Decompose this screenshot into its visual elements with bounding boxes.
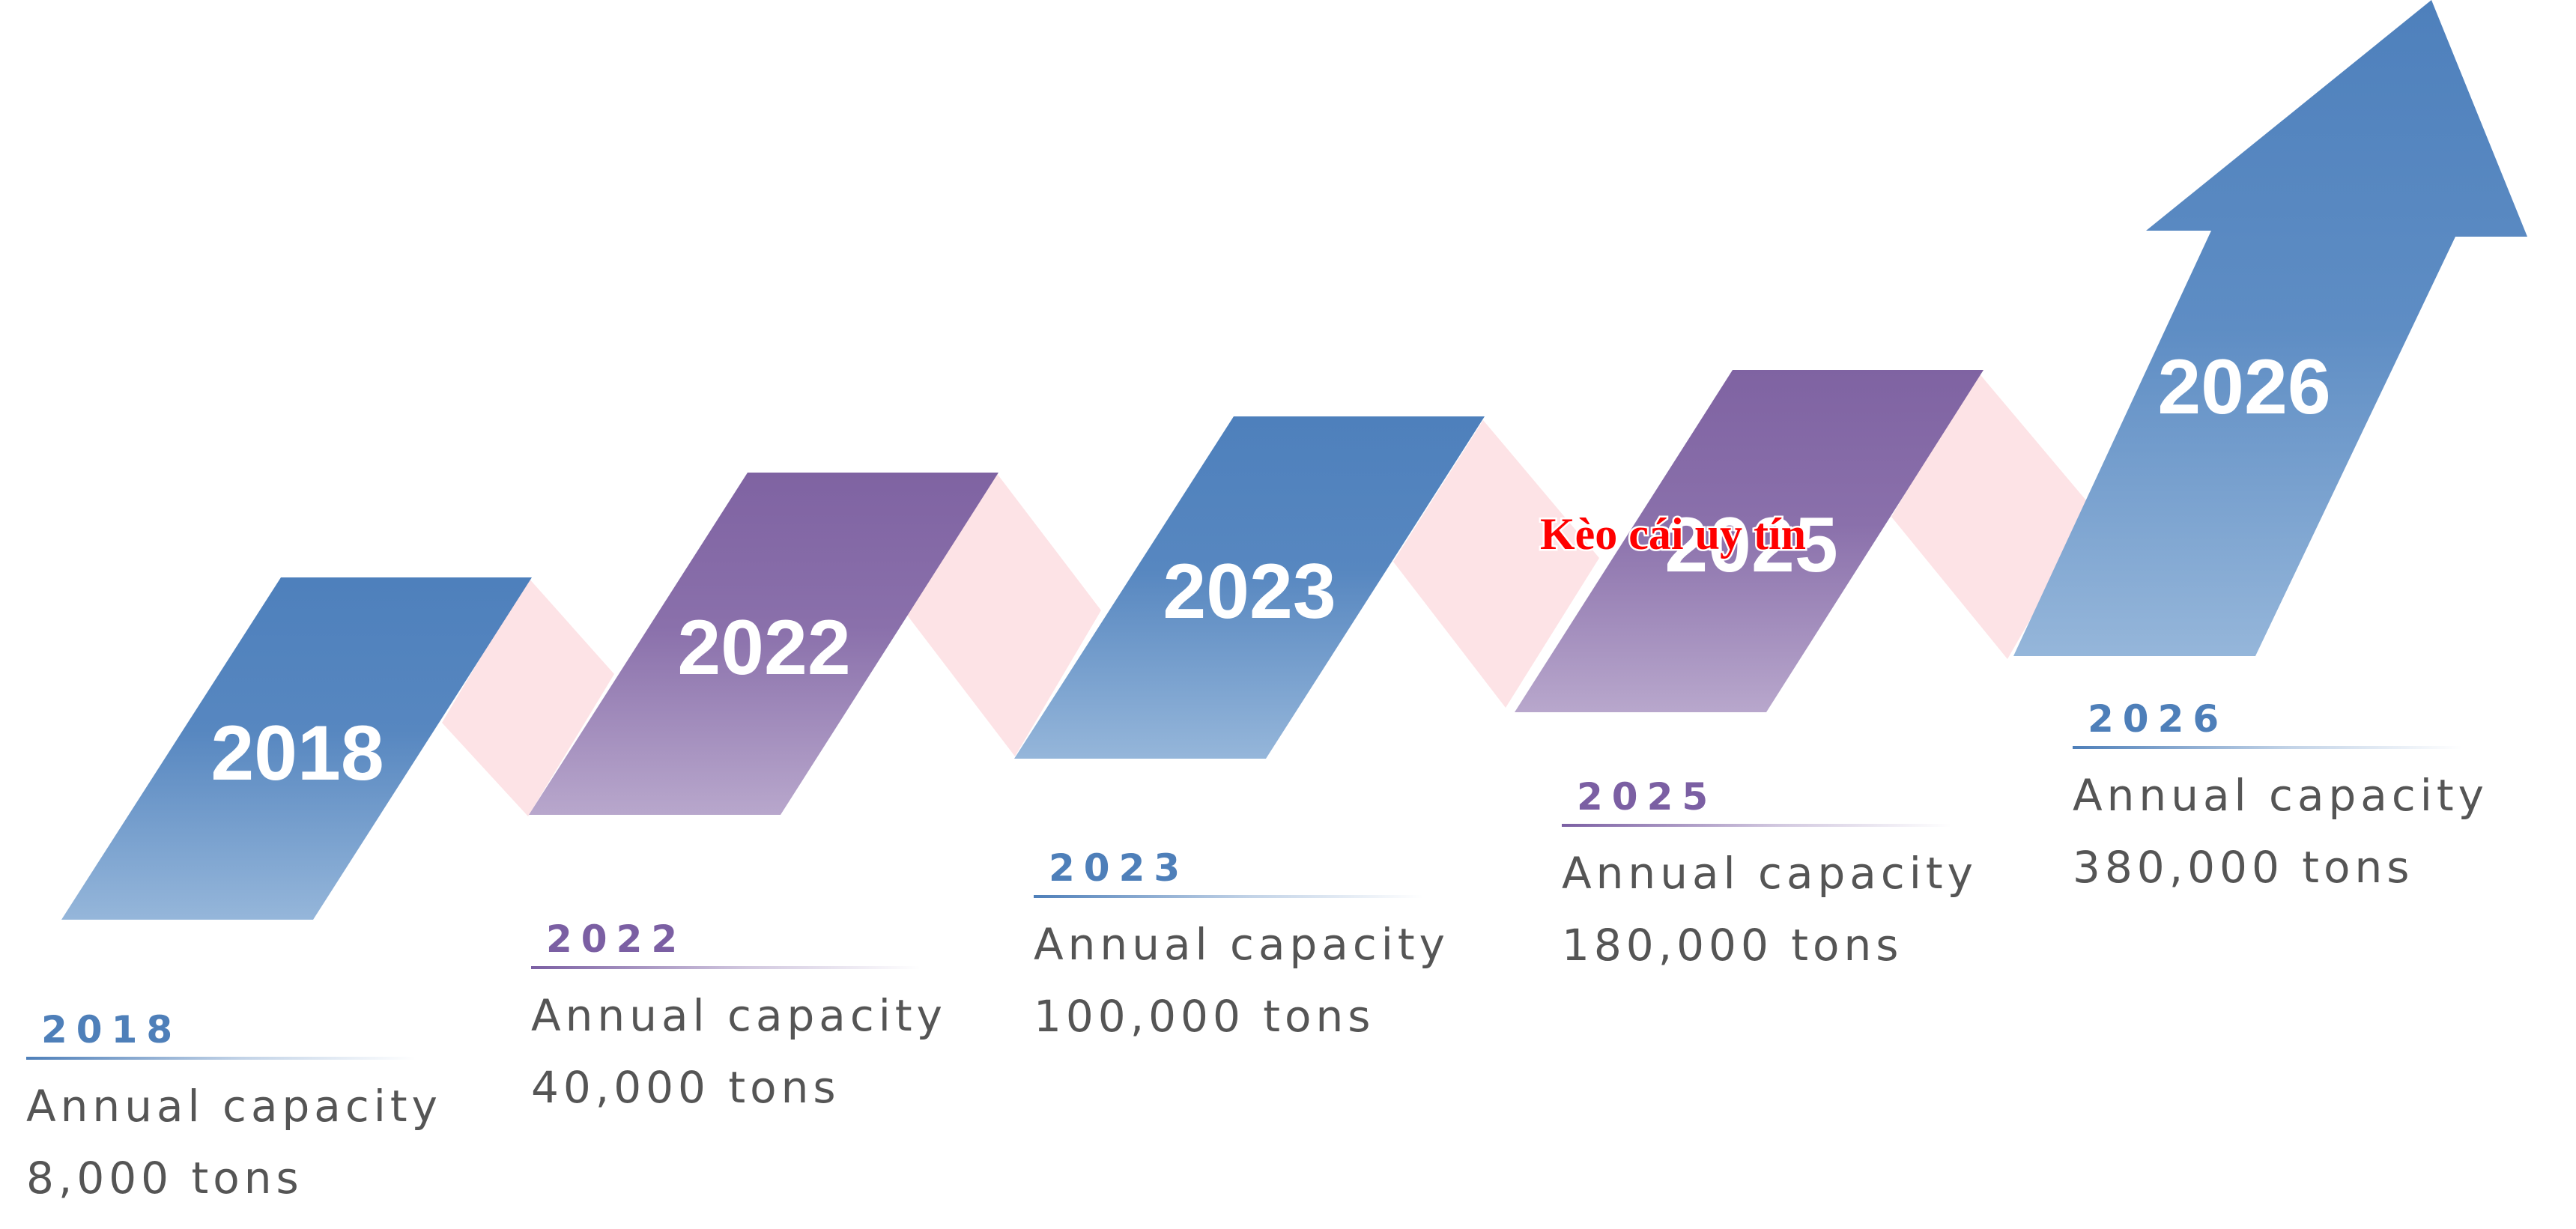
milestone-2023: 2023 Annual capacity 100,000 tons <box>1034 847 1453 1052</box>
milestone-year: 2023 <box>1049 846 1189 890</box>
ribbon-connectors <box>442 371 2094 816</box>
milestone-label: Annual capacity <box>531 990 947 1041</box>
ribbon-1 <box>442 577 614 816</box>
ribbon-4 <box>1891 371 2094 659</box>
milestone-divider <box>531 966 921 969</box>
shape-2018-label: 2018 <box>210 710 384 797</box>
milestone-value: 40,000 tons <box>531 1062 840 1113</box>
milestone-year: 2018 <box>41 1008 182 1052</box>
shape-2025-label: 2025 <box>1664 502 1837 589</box>
milestone-2025: 2025 Annual capacity 180,000 tons <box>1562 776 1981 981</box>
milestone-year: 2026 <box>2088 697 2228 741</box>
milestone-divider <box>1562 824 1951 827</box>
milestone-divider <box>26 1057 416 1060</box>
shape-2018 <box>61 577 532 920</box>
milestone-year: 2025 <box>1577 775 1718 819</box>
milestone-label: Annual capacity <box>1034 919 1449 970</box>
milestone-label: Annual capacity <box>1562 848 1978 899</box>
ribbon-3 <box>1393 420 1599 708</box>
milestone-label: Annual capacity <box>2073 770 2488 821</box>
milestone-label: Annual capacity <box>26 1081 442 1132</box>
milestone-2018: 2018 Annual capacity 8,000 tons <box>26 1009 446 1214</box>
shape-2026-label: 2026 <box>2157 344 2330 431</box>
shape-2023-label: 2023 <box>1163 548 1336 635</box>
watermark-text: Kèo cái uy tín <box>1540 509 1806 559</box>
milestone-value: 8,000 tons <box>26 1153 303 1204</box>
milestone-value: 100,000 tons <box>1034 991 1375 1042</box>
year-shapes: 2018 2022 2023 2025 2026 <box>61 0 2527 920</box>
milestone-year: 2022 <box>546 917 687 961</box>
shape-2023 <box>1014 416 1485 759</box>
milestone-divider <box>2073 746 2462 749</box>
milestone-divider <box>1034 895 1423 898</box>
shape-2022 <box>529 473 998 815</box>
milestone-2026: 2026 Annual capacity 380,000 tons <box>2073 698 2492 903</box>
shape-2025 <box>1515 370 1983 712</box>
shape-2022-label: 2022 <box>677 604 850 691</box>
ribbon-2 <box>906 473 1101 756</box>
shape-2026-arrow <box>2013 0 2527 656</box>
milestone-value: 380,000 tons <box>2073 842 2414 893</box>
milestone-2022: 2022 Annual capacity 40,000 tons <box>531 918 951 1123</box>
milestone-value: 180,000 tons <box>1562 920 1903 971</box>
